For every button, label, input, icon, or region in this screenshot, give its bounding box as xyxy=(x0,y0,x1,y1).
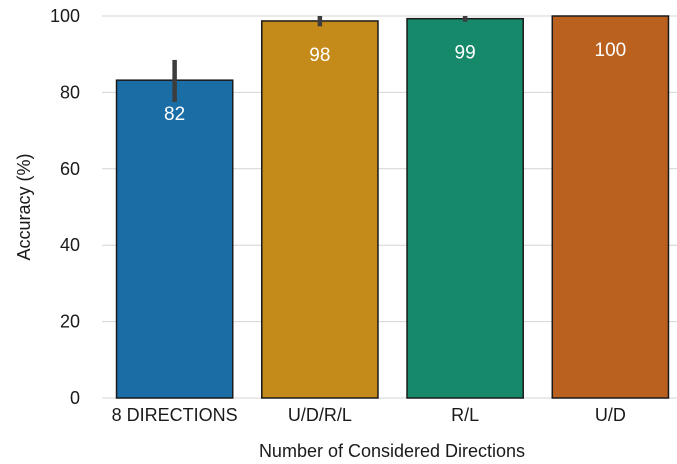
x-tick-label: U/D/R/L xyxy=(288,405,352,425)
bar xyxy=(261,20,379,399)
y-tick-label: 20 xyxy=(60,312,80,332)
data-label: 100 xyxy=(595,40,627,61)
y-tick-label: 40 xyxy=(60,235,80,255)
y-tick-label: 100 xyxy=(50,6,80,26)
y-tick-label: 0 xyxy=(70,388,80,408)
y-axis-ticks: 0 20 40 60 80 100 xyxy=(50,6,80,408)
bar xyxy=(406,17,524,399)
x-tick-label: R/L xyxy=(451,405,479,425)
y-axis-title: Accuracy (%) xyxy=(14,153,34,260)
x-tick-label: U/D xyxy=(595,405,626,425)
y-tick-label: 80 xyxy=(60,82,80,102)
x-tick-label: 8 DIRECTIONS xyxy=(112,405,238,425)
x-axis-ticks: 8 DIRECTIONS U/D/R/L R/L U/D xyxy=(112,405,626,425)
y-tick-label: 60 xyxy=(60,159,80,179)
x-axis-title: Number of Considered Directions xyxy=(259,441,525,461)
error-bars xyxy=(172,16,468,102)
bar xyxy=(551,15,670,399)
data-labels: 82 98 99 100 xyxy=(164,40,626,125)
data-label: 98 xyxy=(309,45,330,66)
data-label: 82 xyxy=(164,104,185,125)
bars xyxy=(115,15,670,399)
bar xyxy=(115,79,234,399)
data-label: 99 xyxy=(455,43,476,64)
